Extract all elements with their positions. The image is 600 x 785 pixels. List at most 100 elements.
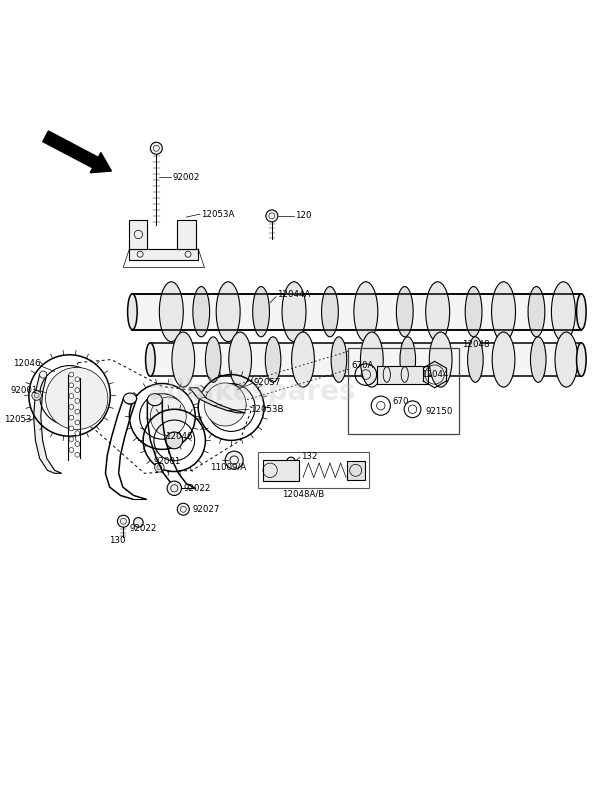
Circle shape: [287, 457, 295, 466]
Ellipse shape: [577, 294, 586, 330]
Text: 92002: 92002: [172, 173, 200, 181]
Bar: [348, 348, 458, 434]
Text: 12048A/B: 12048A/B: [282, 490, 324, 498]
Bar: [177, 220, 196, 249]
Circle shape: [69, 394, 74, 399]
Text: 670: 670: [393, 397, 409, 406]
Text: 132: 132: [301, 452, 317, 461]
Circle shape: [75, 442, 80, 447]
Circle shape: [75, 420, 80, 425]
Text: allbikespares: allbikespares: [148, 378, 356, 407]
Polygon shape: [189, 388, 245, 413]
Text: 12053B: 12053B: [250, 405, 284, 414]
Ellipse shape: [253, 287, 269, 337]
Ellipse shape: [331, 337, 347, 382]
Text: 92022: 92022: [183, 484, 211, 493]
Text: 12048: 12048: [461, 340, 489, 349]
Ellipse shape: [160, 282, 183, 341]
Circle shape: [75, 409, 80, 414]
Circle shape: [75, 431, 80, 436]
Ellipse shape: [151, 397, 186, 436]
Ellipse shape: [193, 287, 209, 337]
Text: 12053: 12053: [4, 415, 31, 424]
Circle shape: [69, 447, 74, 452]
Ellipse shape: [124, 393, 137, 403]
Ellipse shape: [465, 287, 482, 337]
Bar: [130, 249, 198, 260]
Ellipse shape: [397, 287, 413, 337]
Ellipse shape: [354, 282, 378, 341]
Circle shape: [166, 432, 182, 449]
Circle shape: [151, 142, 163, 155]
Text: 12053A: 12053A: [201, 210, 235, 218]
Bar: [258, 452, 369, 488]
Circle shape: [134, 517, 143, 528]
Circle shape: [155, 462, 164, 472]
Ellipse shape: [361, 332, 383, 387]
Ellipse shape: [292, 332, 314, 387]
Polygon shape: [34, 374, 62, 473]
Ellipse shape: [148, 394, 163, 406]
Circle shape: [69, 426, 74, 431]
FancyArrow shape: [43, 131, 112, 173]
Text: 12046: 12046: [13, 360, 40, 368]
Circle shape: [32, 391, 41, 400]
Ellipse shape: [577, 343, 586, 376]
Ellipse shape: [216, 282, 240, 341]
Circle shape: [220, 396, 242, 418]
Text: 12044A: 12044A: [277, 290, 311, 299]
Text: 92057: 92057: [253, 378, 281, 387]
Circle shape: [69, 415, 74, 420]
Circle shape: [69, 383, 74, 388]
Ellipse shape: [172, 332, 194, 387]
Circle shape: [118, 515, 130, 528]
Text: 120: 120: [295, 211, 312, 221]
Circle shape: [167, 481, 181, 495]
Text: 12046: 12046: [166, 432, 193, 440]
Ellipse shape: [205, 337, 221, 382]
Ellipse shape: [430, 332, 452, 387]
Circle shape: [69, 404, 74, 409]
Text: 670A: 670A: [351, 361, 373, 370]
Text: 11009/A: 11009/A: [210, 463, 247, 472]
Ellipse shape: [492, 332, 515, 387]
Circle shape: [75, 388, 80, 392]
Text: 92027: 92027: [192, 505, 220, 513]
Ellipse shape: [128, 294, 137, 330]
Text: 12044: 12044: [421, 370, 448, 379]
Ellipse shape: [146, 343, 155, 376]
Ellipse shape: [426, 282, 449, 341]
Bar: [263, 459, 299, 481]
Ellipse shape: [265, 337, 281, 382]
Circle shape: [266, 210, 278, 222]
Ellipse shape: [204, 383, 246, 426]
Text: 92001: 92001: [154, 457, 181, 466]
Ellipse shape: [528, 287, 545, 337]
Ellipse shape: [229, 332, 251, 387]
Ellipse shape: [282, 282, 306, 341]
Circle shape: [153, 407, 172, 426]
Ellipse shape: [400, 337, 416, 382]
Circle shape: [225, 451, 243, 469]
Circle shape: [177, 503, 189, 515]
Text: 92150: 92150: [426, 407, 453, 416]
Ellipse shape: [491, 282, 515, 341]
Ellipse shape: [530, 337, 546, 382]
Circle shape: [75, 377, 80, 382]
Circle shape: [40, 371, 47, 378]
Text: 130: 130: [109, 536, 125, 546]
Ellipse shape: [555, 332, 578, 387]
Bar: [347, 461, 365, 480]
Ellipse shape: [551, 282, 575, 341]
Circle shape: [58, 384, 82, 407]
Text: 92001: 92001: [11, 386, 38, 395]
Ellipse shape: [467, 337, 483, 382]
Circle shape: [69, 436, 74, 442]
Circle shape: [75, 452, 80, 457]
Circle shape: [69, 372, 74, 377]
Circle shape: [75, 399, 80, 403]
Text: 92022: 92022: [130, 524, 157, 533]
Bar: [130, 220, 148, 249]
Bar: [377, 366, 428, 384]
Circle shape: [46, 367, 108, 429]
